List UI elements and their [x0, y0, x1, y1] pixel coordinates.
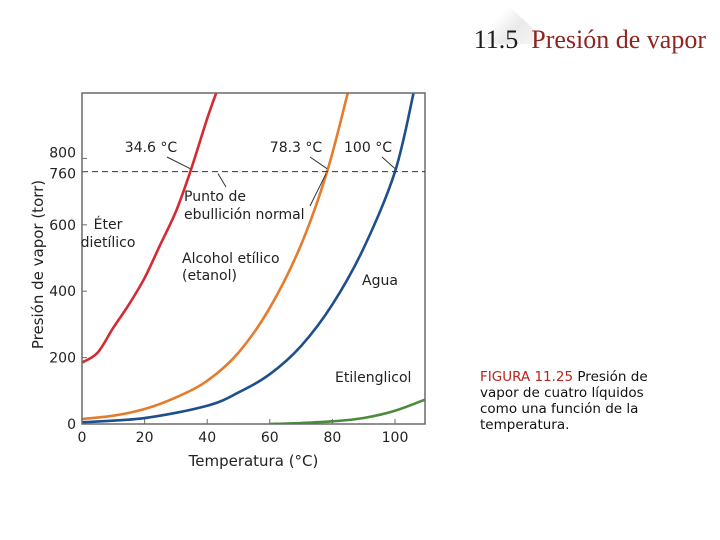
series-label-ethanol-line2: (etanol) — [182, 268, 237, 284]
y-axis-title: Presión de vapor (torr) — [29, 180, 47, 349]
y-tick-label-0: 0 — [67, 417, 76, 433]
figure-label: FIGURA 11.25 — [480, 369, 574, 385]
x-axis-title: Temperatura (°C) — [188, 452, 319, 470]
y-tick-label-3: 600 — [49, 218, 76, 234]
series-label-water: Agua — [362, 273, 398, 289]
figure-caption-text: Presión de vapor de cuatro líquidos como… — [480, 369, 648, 433]
plot-frame — [81, 92, 426, 425]
boiling-point-label-1: 78.3 °C — [270, 140, 323, 156]
series-label-ether-line2: dietílico — [81, 235, 136, 251]
series-label-ethylene-glycol: Etilenglicol — [335, 370, 411, 386]
x-tick-label-3: 60 — [261, 430, 279, 446]
y-tick-label-2: 400 — [49, 284, 76, 300]
boiling-point-label-0: 34.6 °C — [125, 140, 178, 156]
section-title: Presión de vapor — [531, 25, 706, 54]
x-tick-label-4: 80 — [323, 430, 341, 446]
normal-bp-pointer-b — [309, 173, 327, 207]
plot-area — [82, 93, 425, 424]
boiling-point-leader-0 — [166, 156, 191, 170]
boiling-point-leader-1 — [309, 156, 328, 170]
x-tick-label-2: 40 — [198, 430, 216, 446]
normal-bp-label-line1: Punto de — [184, 189, 246, 205]
x-tick-label-5: 100 — [382, 430, 409, 446]
series-label-ether-line1: Éter — [94, 216, 123, 233]
section-number: 11.5 — [473, 25, 519, 54]
series-line-3 — [269, 398, 425, 424]
normal-bp-pointer-a — [217, 173, 227, 188]
x-tick-label-1: 20 — [136, 430, 154, 446]
figure-caption: FIGURA 11.25 Presión de vapor de cuatro … — [480, 369, 685, 433]
x-tick-label-0: 0 — [78, 430, 87, 446]
normal-bp-label-line2: ebullición normal — [184, 207, 305, 223]
boiling-point-label-2: 100 °C — [344, 140, 392, 156]
y-tick-label-1: 200 — [49, 351, 76, 367]
series-line-2 — [82, 93, 415, 424]
y-tick-label-5: 800 — [49, 145, 76, 161]
y-tick-label-4: 760 — [49, 167, 76, 183]
boiling-point-leader-2 — [381, 156, 396, 170]
axes: 0 20 40 60 80 100 0 200 400 600 760 800 — [49, 92, 426, 446]
series-line-0 — [82, 93, 218, 364]
chart-labels: Temperatura (°C) Presión de vapor (torr) 3… — [29, 140, 411, 470]
series-line-1 — [82, 93, 350, 421]
series-label-ethanol-line1: Alcohol etílico — [182, 251, 280, 267]
